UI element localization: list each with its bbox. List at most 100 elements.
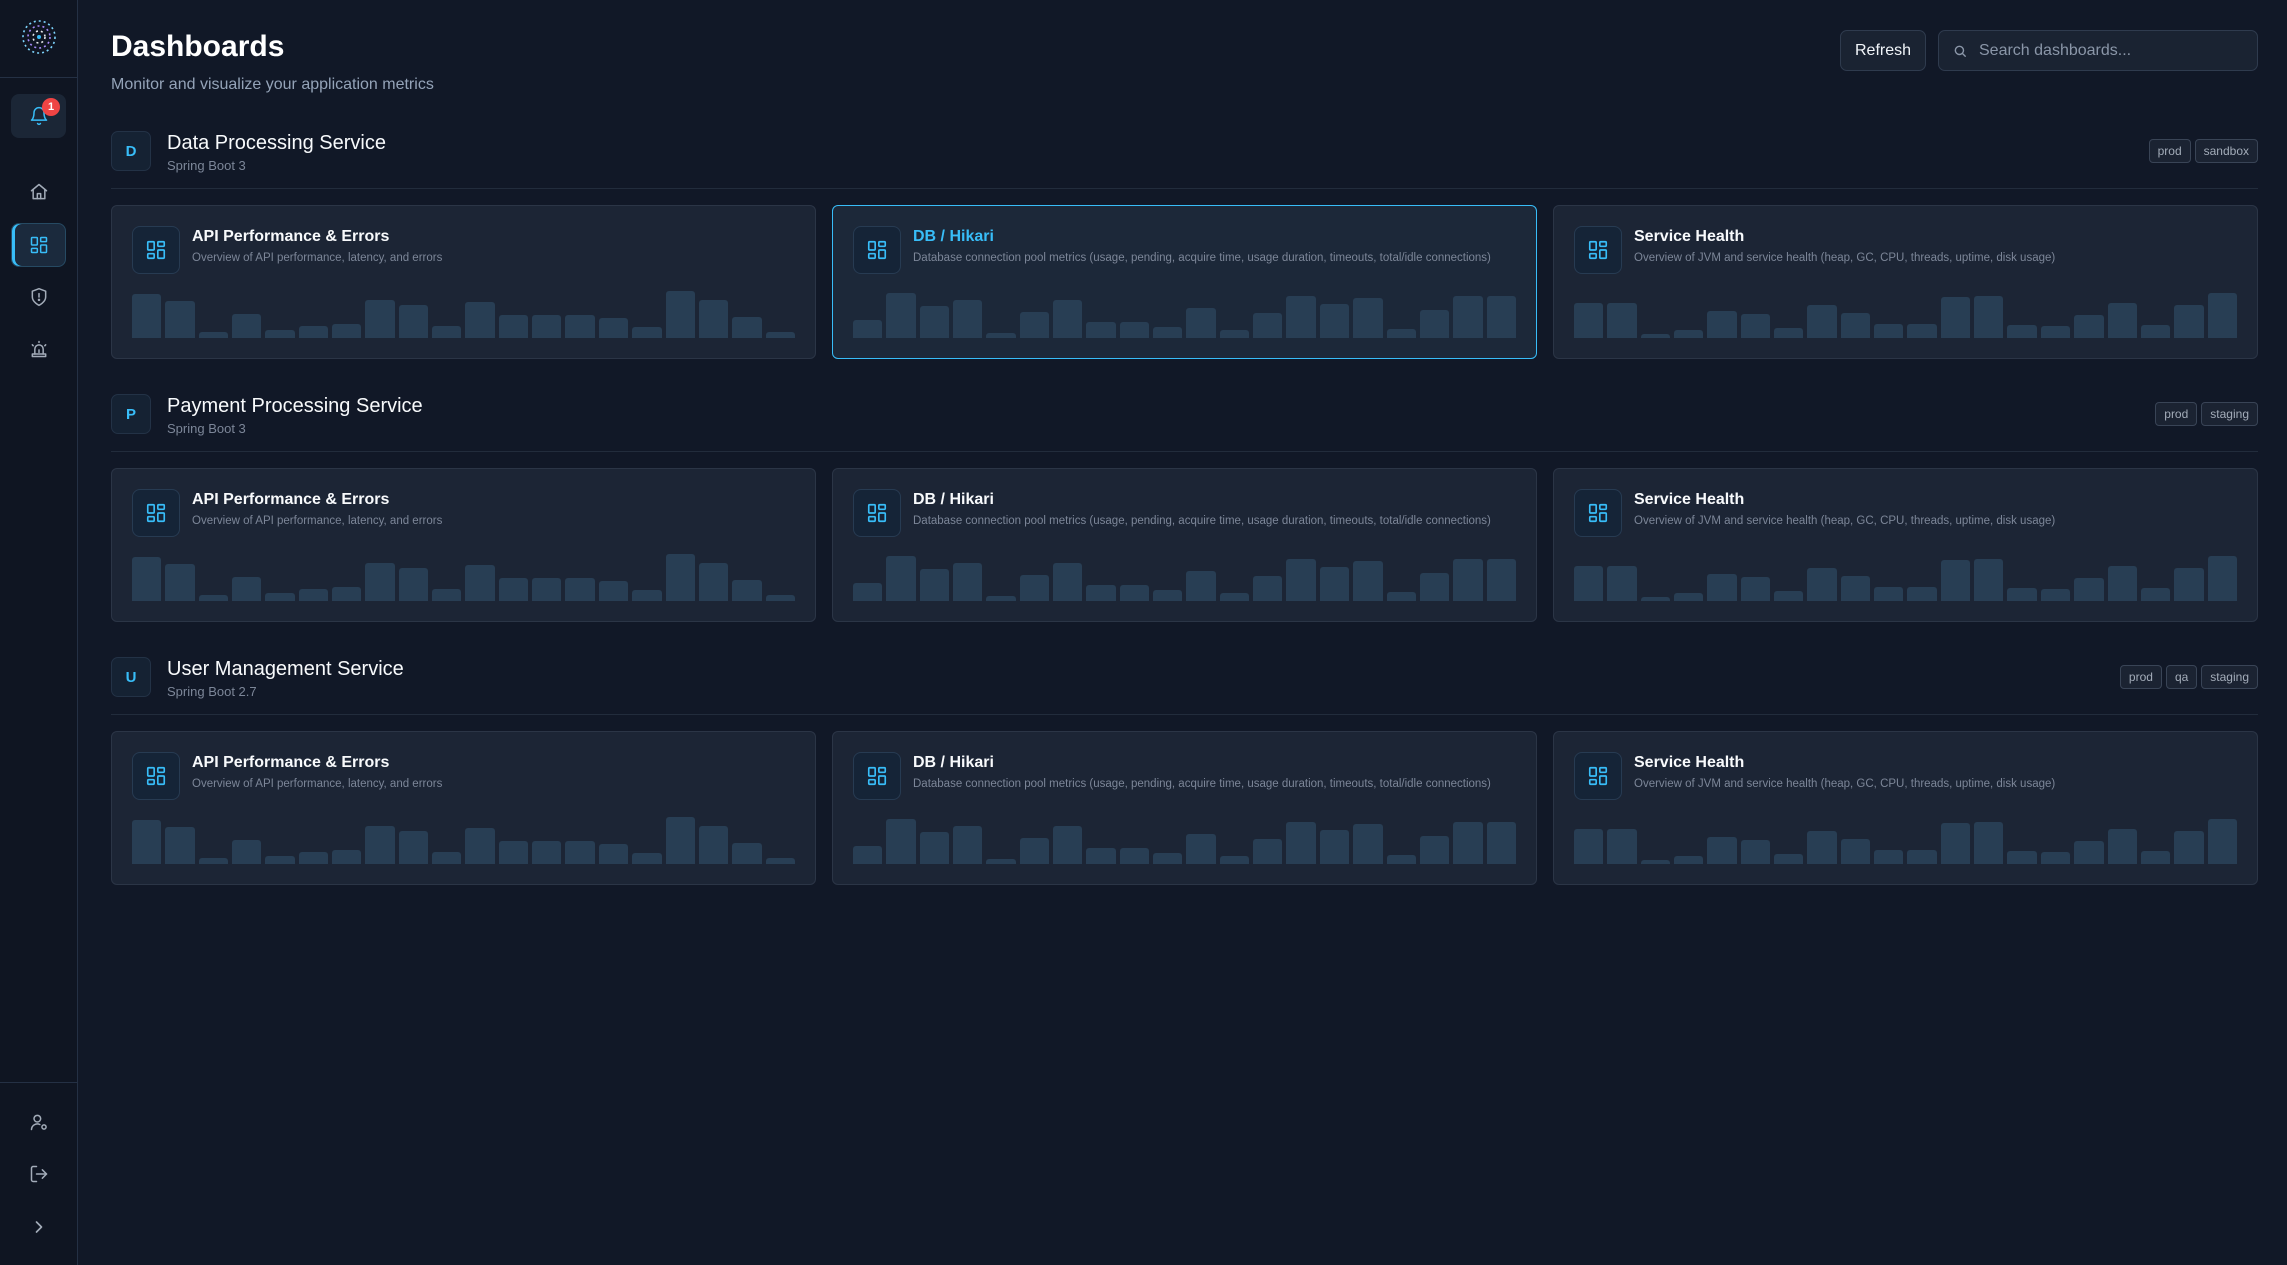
sparkline-bar	[1119, 848, 1150, 864]
sidebar-item-profile[interactable]	[11, 1100, 66, 1144]
sidebar-item-alerts[interactable]	[11, 327, 66, 371]
sparkline-bar	[132, 820, 162, 864]
service-group: P Payment Processing Service Spring Boot…	[111, 394, 2258, 623]
dashboard-card-title: DB / Hikari	[913, 228, 994, 245]
sparkline-bar	[398, 568, 429, 601]
dashboard-card-title: API Performance & Errors	[192, 491, 390, 508]
dashboard-card-title: Service Health	[1634, 754, 1745, 771]
dashboard-grid-icon	[853, 489, 901, 537]
env-tag[interactable]: prod	[2148, 139, 2191, 163]
sparkline-bar	[532, 578, 562, 601]
sparkline-bar	[1253, 839, 1283, 864]
sparkline-bar	[1974, 822, 2004, 864]
sparkline-bar	[198, 595, 229, 601]
sparkline-bar	[165, 564, 195, 601]
sparkline-bar	[1086, 848, 1116, 864]
sparkline-preview	[853, 553, 1516, 601]
sparkline-bar	[1053, 300, 1083, 338]
sparkline-bar	[598, 318, 629, 338]
sparkline-bar	[1353, 561, 1383, 601]
notifications-button[interactable]: 1	[11, 94, 66, 138]
dashboard-grid-icon	[132, 752, 180, 800]
sparkline-bar	[2107, 566, 2137, 601]
user-settings-icon	[30, 1114, 47, 1131]
dashboard-card-title: API Performance & Errors	[192, 754, 390, 771]
sparkline-bar	[1353, 824, 1383, 864]
notification-count-badge: 1	[42, 98, 60, 116]
sparkline-preview	[853, 290, 1516, 338]
sparkline-bar	[1774, 591, 1804, 601]
env-tag-list: prod qa staging	[2119, 665, 2258, 689]
dashboard-grid-icon	[132, 226, 180, 274]
env-tag[interactable]: prod	[2155, 402, 2198, 426]
sparkline-bar	[732, 317, 762, 338]
sparkline-bar	[1053, 563, 1083, 601]
sparkline-bar	[886, 819, 916, 864]
service-avatar: U	[111, 657, 151, 697]
service-group-header: P Payment Processing Service Spring Boot…	[111, 394, 2258, 452]
sparkline-bar	[1253, 576, 1283, 601]
sparkline-bar	[1186, 571, 1216, 601]
dashboard-card[interactable]: DB / Hikari Database connection pool met…	[832, 205, 1537, 359]
sparkline-bar	[198, 858, 229, 864]
service-name: Data Processing Service	[167, 132, 386, 154]
sparkline-bar	[1486, 822, 1516, 864]
refresh-button[interactable]: Refresh	[1840, 30, 1926, 71]
sparkline-bar	[2174, 831, 2204, 864]
sidebar-expand-button[interactable]	[11, 1205, 66, 1249]
sparkline-bar	[665, 817, 695, 864]
search-box[interactable]	[1938, 30, 2258, 71]
sparkline-bar	[432, 852, 462, 864]
sparkline-bar	[1574, 566, 1604, 601]
sparkline-bar	[1053, 826, 1083, 864]
env-tag[interactable]: prod	[2119, 665, 2162, 689]
dashboard-card-description: Database connection pool metrics (usage,…	[913, 515, 1491, 527]
dashboard-card[interactable]: API Performance & Errors Overview of API…	[111, 205, 816, 359]
sparkline-bar	[2107, 303, 2137, 338]
sparkline-bar	[1153, 853, 1183, 864]
sparkline-bar	[1086, 585, 1116, 601]
dashboard-card[interactable]: Service Health Overview of JVM and servi…	[1553, 205, 2258, 359]
dashboard-card-title: API Performance & Errors	[192, 228, 390, 245]
dashboard-card[interactable]: Service Health Overview of JVM and servi…	[1553, 468, 2258, 622]
sparkline-bar	[265, 856, 295, 864]
sparkline-bar	[698, 300, 729, 338]
sparkline-bar	[986, 333, 1016, 338]
dashboard-card[interactable]: Service Health Overview of JVM and servi…	[1553, 731, 2258, 885]
sparkline-bar	[332, 587, 362, 601]
sparkline-bar	[1674, 330, 1704, 338]
service-name: User Management Service	[167, 658, 404, 680]
sparkline-bar	[1740, 314, 1771, 338]
sidebar-item-logout[interactable]	[11, 1152, 66, 1196]
sparkline-bar	[1219, 856, 1250, 864]
sparkline-bar	[2207, 293, 2237, 338]
sparkline-bar	[2074, 315, 2104, 338]
env-tag[interactable]: staging	[2201, 665, 2258, 689]
dashboard-card[interactable]: DB / Hikari Database connection pool met…	[832, 468, 1537, 622]
sparkline-bar	[365, 563, 395, 601]
sparkline-bar	[1386, 855, 1416, 864]
sparkline-bar	[132, 294, 162, 338]
sparkline-bar	[2140, 588, 2171, 601]
env-tag[interactable]: staging	[2201, 402, 2258, 426]
sparkline-bar	[1974, 296, 2004, 338]
sparkline-bar	[1119, 322, 1150, 338]
sidebar-item-home[interactable]	[11, 170, 66, 214]
sparkline-bar	[1640, 334, 1671, 338]
sidebar-item-dashboards[interactable]	[11, 223, 66, 267]
env-tag[interactable]: qa	[2165, 665, 2198, 689]
sparkline-bar	[1119, 585, 1150, 601]
sidebar-item-security[interactable]	[11, 275, 66, 319]
app-logo-icon[interactable]	[20, 18, 58, 56]
sparkline-bar	[1840, 576, 1871, 601]
env-tag[interactable]: sandbox	[2194, 139, 2258, 163]
sparkline-bar	[2140, 851, 2171, 864]
sparkline-bar	[698, 563, 729, 601]
search-input[interactable]	[1979, 41, 2249, 60]
dashboard-grid-icon	[1574, 752, 1622, 800]
sparkline-bar	[1607, 829, 1637, 864]
dashboard-card[interactable]: API Performance & Errors Overview of API…	[111, 468, 816, 622]
shield-icon	[31, 287, 46, 307]
dashboard-card[interactable]: DB / Hikari Database connection pool met…	[832, 731, 1537, 885]
dashboard-card[interactable]: API Performance & Errors Overview of API…	[111, 731, 816, 885]
